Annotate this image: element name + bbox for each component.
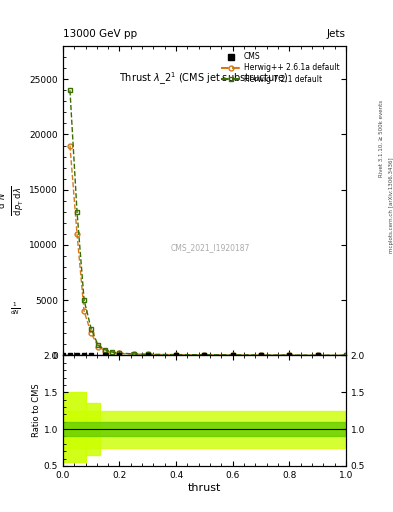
Text: Jets: Jets — [327, 29, 346, 39]
Text: CMS_2021_I1920187: CMS_2021_I1920187 — [170, 243, 250, 252]
Y-axis label: Ratio to CMS: Ratio to CMS — [32, 384, 41, 437]
Text: 13000 GeV pp: 13000 GeV pp — [63, 29, 137, 39]
Legend: CMS, Herwig++ 2.6.1a default, Herwig 7.2.1 default: CMS, Herwig++ 2.6.1a default, Herwig 7.2… — [219, 50, 342, 86]
Text: Thrust $\lambda\_2^1$ (CMS jet substructure): Thrust $\lambda\_2^1$ (CMS jet substruct… — [119, 71, 289, 88]
X-axis label: thrust: thrust — [188, 482, 221, 493]
Text: mcplots.cern.ch [arXiv:1306.3436]: mcplots.cern.ch [arXiv:1306.3436] — [389, 157, 393, 252]
Text: $\frac{1}{\mathrm{d}N}$: $\frac{1}{\mathrm{d}N}$ — [10, 301, 20, 317]
Text: Rivet 3.1.10, ≥ 500k events: Rivet 3.1.10, ≥ 500k events — [379, 100, 384, 177]
Y-axis label: $\mathrm{d}^2N$
$\overline{\mathrm{d}\,p_{\mathrm{T}}\,\mathrm{d}\,\lambda}$: $\mathrm{d}^2N$ $\overline{\mathrm{d}\,p… — [0, 185, 26, 216]
